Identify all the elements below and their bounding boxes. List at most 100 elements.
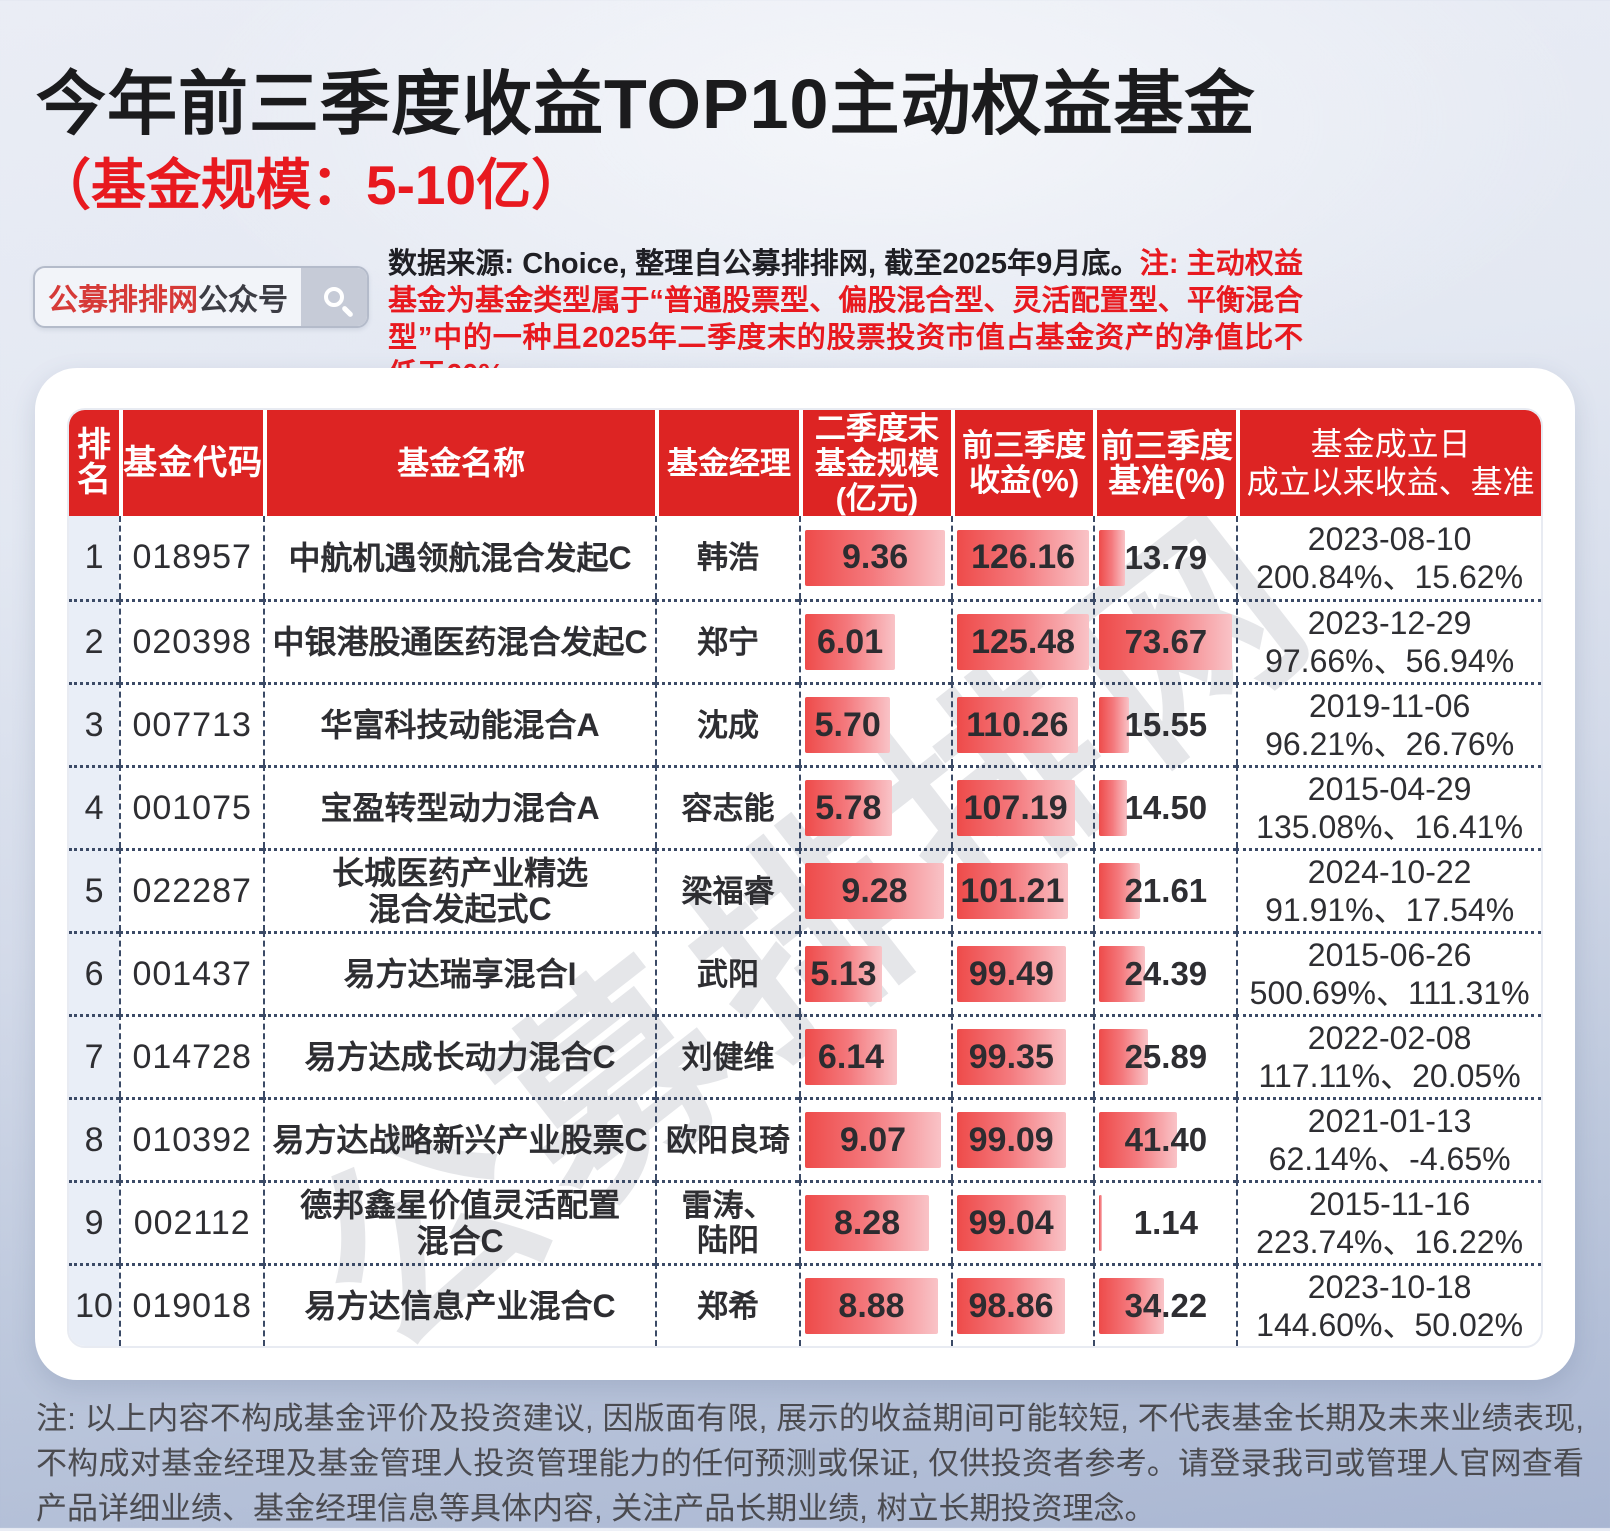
benchmark-cell: 21.61 (1093, 848, 1237, 931)
return-bar: 107.19 (956, 780, 1075, 836)
fund-name-cell: 易方达瑞享混合I (263, 931, 655, 1014)
rank-cell: 5 (69, 848, 120, 931)
benchmark-value: 21.61 (1124, 872, 1208, 909)
fund-manager-cell: 雷涛、 陆阳 (654, 1180, 800, 1263)
benchmark-bar (1099, 946, 1146, 1002)
fund-code-cell: 020398 (119, 599, 264, 682)
benchmark-cell: 24.39 (1093, 931, 1237, 1014)
scale-cell: 6.01 (799, 599, 951, 682)
benchmark-cell: 41.40 (1093, 1097, 1237, 1180)
benchmark-bar (1099, 1112, 1178, 1168)
benchmark-value: 13.79 (1124, 538, 1208, 576)
source-note: 数据来源: Choice, 整理自公募排排网, 截至2025年9月底。注: 主动… (388, 246, 1303, 394)
page-subtitle: （基金规模：5-10亿） (36, 154, 587, 216)
table-header-row: 排 名基金代码 基金名称 基金经理 二季度末 基金规模 (亿元) 前三季度 收益(%) 前… (69, 410, 1541, 516)
inception-cell: 2015-11-16 223.74%、16.22% (1236, 1180, 1541, 1263)
return-bar: 110.26 (956, 697, 1078, 753)
scale-bar: 9.28 (805, 863, 944, 919)
benchmark-value: 25.89 (1124, 1038, 1208, 1075)
rank-cell: 9 (69, 1180, 120, 1263)
fund-code-cell: 001437 (119, 931, 264, 1014)
inception-cell: 2024-10-22 91.91%、17.54% (1236, 848, 1541, 931)
since-inception-returns: 91.91%、17.54% (1265, 892, 1515, 928)
rank-cell: 2 (69, 599, 120, 682)
rank-cell: 1 (69, 516, 120, 599)
scale-cell: 8.88 (799, 1263, 951, 1346)
header-rank: 排 名 (69, 410, 120, 516)
header-manager: 基金经理 (654, 410, 800, 516)
fund-name-cell: 长城医药产业精选 混合发起式C (263, 848, 655, 931)
fund-name-cell: 中银港股通医药混合发起C (263, 599, 655, 682)
search-button[interactable] (301, 268, 367, 326)
fund-manager-cell: 容志能 (654, 765, 800, 848)
benchmark-cell: 15.55 (1093, 682, 1237, 765)
since-inception-returns: 62.14%、-4.65% (1268, 1141, 1511, 1177)
scale-bar: 8.28 (805, 1195, 929, 1251)
scale-bar: 9.36 (805, 529, 946, 586)
benchmark-bar (1099, 1195, 1102, 1251)
search-icon (324, 287, 344, 307)
fund-code-cell: 022287 (119, 848, 264, 931)
since-inception-returns: 500.69%、111.31% (1249, 975, 1530, 1011)
search-box[interactable]: 公募排排网 公众号 (33, 266, 369, 328)
rank-cell: 6 (69, 931, 120, 1014)
footer-note: 注: 以上内容不构成基金评价及投资建议, 因版面有限, 展示的收益期间可能较短,… (36, 1401, 1584, 1526)
table-row: 1 018957 中航机遇领航混合发起C 韩浩 9.36 126.16 13.79 2023-… (69, 516, 1541, 599)
return-cell: 125.48 (950, 599, 1094, 682)
fund-name-cell: 宝盈转型动力混合A (263, 765, 655, 848)
table-card: 公募排排网 排 名基金代码 基金名称 基金经理 二季度末 基金规模 (亿元) 前三季度 … (35, 368, 1575, 1395)
inception-cell: 2022-02-08 117.11%、20.05% (1236, 1014, 1541, 1097)
benchmark-bar (1099, 1029, 1149, 1085)
return-cell: 99.49 (950, 931, 1094, 1014)
table-body: 1 018957 中航机遇领航混合发起C 韩浩 9.36 126.16 13.79 2023-… (69, 516, 1541, 1346)
header-benchmark: 前三季度 基准(%) (1093, 410, 1237, 516)
inception-date: 2015-04-29 (1307, 771, 1472, 807)
inception-cell: 2015-04-29 135.08%、16.41% (1236, 765, 1541, 848)
benchmark-bar (1099, 780, 1127, 836)
header-return: 前三季度 收益(%) (950, 410, 1094, 516)
benchmark-value: 15.55 (1124, 706, 1208, 743)
fund-code-cell: 002112 (119, 1180, 264, 1263)
return-bar: 125.48 (956, 614, 1090, 670)
fund-code-cell: 001075 (119, 765, 264, 848)
header-scale: 二季度末 基金规模 (亿元) (799, 410, 951, 516)
table-row: 8 010392 易方达战略新兴产业股票C 欧阳良琦 9.07 99.09 41.40 202… (69, 1097, 1541, 1180)
fund-code-cell: 019018 (119, 1263, 264, 1346)
scale-bar: 5.70 (805, 697, 891, 753)
benchmark-bar (1099, 863, 1141, 919)
table-row: 3 007713 华富科技动能混合A 沈成 5.70 110.26 15.55 2019-11… (69, 682, 1541, 765)
benchmark-bar (1099, 614, 1233, 670)
search-suffix-text: 公众号 (198, 284, 288, 317)
fund-name-cell: 易方达战略新兴产业股票C (263, 1097, 655, 1180)
return-cell: 99.09 (950, 1097, 1094, 1180)
return-cell: 98.86 (950, 1263, 1094, 1346)
source-note-plain: 数据来源: Choice, 整理自公募排排网, 截至2025年9月底。 (388, 248, 1140, 280)
inception-cell: 2023-10-18 144.60%、50.02% (1236, 1263, 1541, 1346)
fund-manager-cell: 梁福睿 (654, 848, 800, 931)
since-inception-returns: 144.60%、50.02% (1256, 1307, 1524, 1343)
table-row: 9 002112 德邦鑫星价值灵活配置 混合C 雷涛、 陆阳 8.28 99.04 1.14… (69, 1180, 1541, 1263)
benchmark-cell: 14.50 (1093, 765, 1237, 848)
fund-code-cell: 014728 (119, 1014, 264, 1097)
scale-bar: 5.78 (805, 780, 892, 836)
search-label: 公募排排网 公众号 (35, 268, 301, 326)
inception-date: 2024-10-22 (1307, 854, 1472, 890)
return-cell: 99.04 (950, 1180, 1094, 1263)
inception-cell: 2015-06-26 500.69%、111.31% (1236, 931, 1541, 1014)
header-code: 基金代码 (119, 410, 264, 516)
benchmark-bar (1099, 1278, 1164, 1334)
fund-name-cell: 德邦鑫星价值灵活配置 混合C (263, 1180, 655, 1263)
inception-date: 2022-02-08 (1307, 1020, 1472, 1056)
benchmark-value: 41.40 (1124, 1121, 1208, 1158)
header-name: 基金名称 (263, 410, 655, 516)
inception-date: 2015-06-26 (1307, 937, 1472, 973)
scale-cell: 9.36 (799, 516, 951, 599)
rank-cell: 7 (69, 1014, 120, 1097)
scale-cell: 5.13 (799, 931, 951, 1014)
inception-cell: 2021-01-13 62.14%、-4.65% (1236, 1097, 1541, 1180)
inception-date: 2021-01-13 (1307, 1103, 1472, 1139)
benchmark-value: 24.39 (1124, 955, 1208, 992)
table-row: 5 022287 长城医药产业精选 混合发起式C 梁福睿 9.28 101.21 21.61… (69, 848, 1541, 931)
table-row: 10 019018 易方达信息产业混合C 郑希 8.88 98.86 34.22 2023-1… (69, 1263, 1541, 1346)
fund-name-cell: 易方达信息产业混合C (263, 1263, 655, 1346)
